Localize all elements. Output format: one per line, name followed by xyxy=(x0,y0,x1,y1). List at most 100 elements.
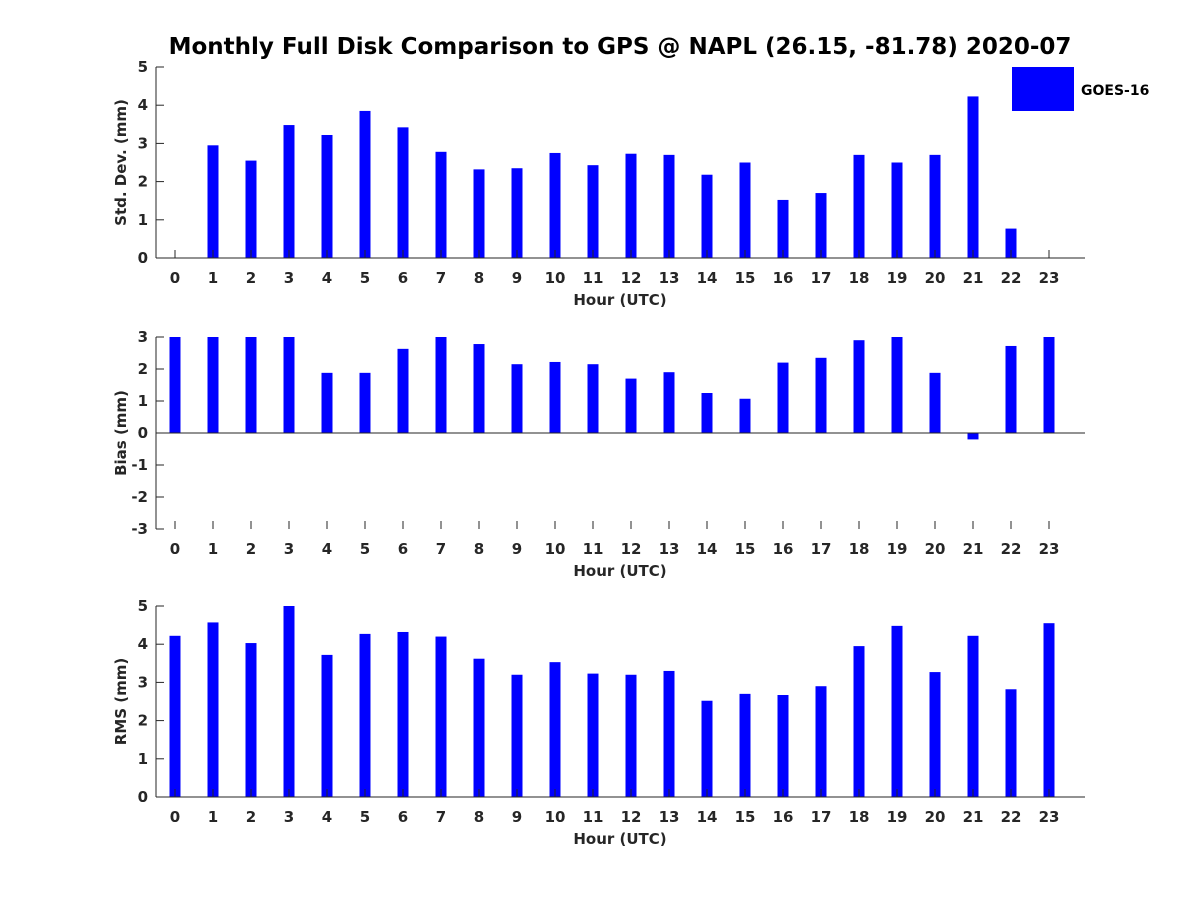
xtick-label-bias-17: 17 xyxy=(811,540,832,558)
legend-swatch xyxy=(1012,67,1074,111)
xtick-label-bias-2: 2 xyxy=(246,540,256,558)
xtick-label-bias-6: 6 xyxy=(398,540,408,558)
legend: GOES-16 xyxy=(1012,67,1149,111)
ytick-label-std-dev-4: 4 xyxy=(138,96,148,114)
bar-rms-19 xyxy=(891,625,903,797)
ytick-label-bias-2: 2 xyxy=(138,360,148,378)
ylabel-std-dev: Std. Dev. (mm) xyxy=(112,99,130,226)
bar-rms-15 xyxy=(739,693,751,797)
xtick-label-rms-14: 14 xyxy=(697,808,718,826)
bar-std-dev-19 xyxy=(891,162,903,258)
xtick-label-std-dev-16: 16 xyxy=(773,269,794,287)
xtick-label-std-dev-9: 9 xyxy=(512,269,522,287)
ytick-label-bias-0: 0 xyxy=(138,424,148,442)
ytick-label-rms-5: 5 xyxy=(138,597,148,615)
bar-std-dev-13 xyxy=(663,154,675,258)
bar-bias-9 xyxy=(511,364,523,433)
xtick-label-bias-10: 10 xyxy=(545,540,566,558)
xtick-label-rms-1: 1 xyxy=(208,808,218,826)
xtick-label-rms-13: 13 xyxy=(659,808,680,826)
bar-rms-17 xyxy=(815,686,827,797)
xlabel-bias: Hour (UTC) xyxy=(573,562,666,580)
xlabel-std-dev: Hour (UTC) xyxy=(573,291,666,309)
bar-std-dev-17 xyxy=(815,193,827,258)
bar-rms-9 xyxy=(511,674,523,797)
xtick-label-bias-11: 11 xyxy=(583,540,604,558)
bar-bias-13 xyxy=(663,372,675,433)
ytick-label-std-dev-2: 2 xyxy=(138,173,148,191)
xtick-label-std-dev-1: 1 xyxy=(208,269,218,287)
xtick-label-rms-19: 19 xyxy=(887,808,908,826)
xtick-label-bias-8: 8 xyxy=(474,540,484,558)
xtick-label-bias-1: 1 xyxy=(208,540,218,558)
ytick-label-std-dev-0: 0 xyxy=(138,249,148,267)
bar-rms-23 xyxy=(1043,623,1055,797)
xtick-label-std-dev-2: 2 xyxy=(246,269,256,287)
bar-std-dev-11 xyxy=(587,165,599,258)
bar-rms-6 xyxy=(397,631,409,797)
bar-std-dev-20 xyxy=(929,154,941,258)
bar-bias-6 xyxy=(397,348,409,433)
xtick-label-std-dev-21: 21 xyxy=(963,269,984,287)
bar-std-dev-6 xyxy=(397,127,409,258)
xtick-label-std-dev-0: 0 xyxy=(170,269,180,287)
xtick-label-bias-20: 20 xyxy=(925,540,946,558)
bar-rms-18 xyxy=(853,646,865,797)
xtick-label-std-dev-13: 13 xyxy=(659,269,680,287)
xtick-label-bias-4: 4 xyxy=(322,540,332,558)
xtick-label-bias-13: 13 xyxy=(659,540,680,558)
legend-label: GOES-16 xyxy=(1081,83,1149,99)
bar-rms-14 xyxy=(701,700,713,797)
xtick-label-rms-5: 5 xyxy=(360,808,370,826)
ytick-label-bias-3: 3 xyxy=(138,328,148,346)
bar-bias-17 xyxy=(815,357,827,433)
xtick-label-std-dev-7: 7 xyxy=(436,269,446,287)
bar-std-dev-12 xyxy=(625,153,637,258)
bar-bias-20 xyxy=(929,372,941,433)
xtick-label-bias-18: 18 xyxy=(849,540,870,558)
ylabel-rms: RMS (mm) xyxy=(112,658,130,745)
bar-rms-16 xyxy=(777,695,789,797)
xtick-label-rms-7: 7 xyxy=(436,808,446,826)
xtick-label-rms-15: 15 xyxy=(735,808,756,826)
ytick-label-bias--3: -3 xyxy=(131,520,148,538)
xtick-label-std-dev-8: 8 xyxy=(474,269,484,287)
bar-rms-12 xyxy=(625,674,637,797)
xtick-label-rms-0: 0 xyxy=(170,808,180,826)
bar-bias-5 xyxy=(359,372,371,433)
xtick-label-rms-17: 17 xyxy=(811,808,832,826)
bar-std-dev-22 xyxy=(1005,228,1017,258)
ytick-label-std-dev-3: 3 xyxy=(138,134,148,152)
xtick-label-rms-18: 18 xyxy=(849,808,870,826)
xtick-label-rms-6: 6 xyxy=(398,808,408,826)
xtick-label-std-dev-12: 12 xyxy=(621,269,642,287)
xlabel-rms: Hour (UTC) xyxy=(573,830,666,848)
xtick-label-std-dev-14: 14 xyxy=(697,269,718,287)
xtick-label-bias-9: 9 xyxy=(512,540,522,558)
xtick-label-std-dev-3: 3 xyxy=(284,269,294,287)
bar-std-dev-16 xyxy=(777,199,789,258)
xtick-label-std-dev-17: 17 xyxy=(811,269,832,287)
xtick-label-bias-0: 0 xyxy=(170,540,180,558)
bar-std-dev-5 xyxy=(359,110,371,259)
xtick-label-bias-19: 19 xyxy=(887,540,908,558)
xtick-label-std-dev-11: 11 xyxy=(583,269,604,287)
ytick-label-std-dev-5: 5 xyxy=(138,58,148,76)
bar-rms-21 xyxy=(967,635,979,797)
bar-std-dev-4 xyxy=(321,134,333,258)
bar-std-dev-15 xyxy=(739,162,751,258)
xtick-label-std-dev-15: 15 xyxy=(735,269,756,287)
xtick-label-bias-14: 14 xyxy=(697,540,718,558)
xtick-label-rms-3: 3 xyxy=(284,808,294,826)
xtick-label-rms-2: 2 xyxy=(246,808,256,826)
bar-rms-10 xyxy=(549,662,561,797)
bar-bias-15 xyxy=(739,398,751,433)
xtick-label-std-dev-4: 4 xyxy=(322,269,332,287)
bar-bias-16 xyxy=(777,362,789,433)
bar-rms-1 xyxy=(207,622,219,797)
bar-rms-11 xyxy=(587,673,599,797)
bar-bias-21 xyxy=(967,433,979,440)
